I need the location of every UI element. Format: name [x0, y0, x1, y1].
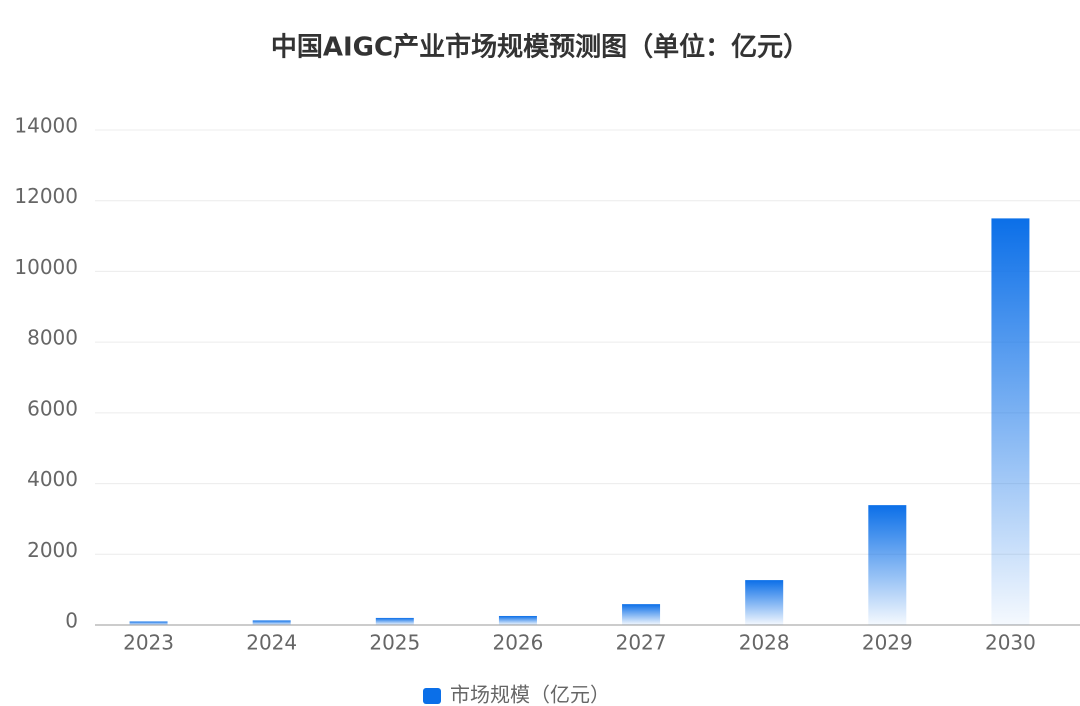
y-tick-label: 10000 [14, 255, 78, 279]
bar [498, 615, 537, 625]
x-tick-label: 2023 [123, 631, 174, 655]
y-tick-label: 6000 [27, 396, 78, 420]
y-tick-label: 4000 [27, 467, 78, 491]
x-tick-label: 2025 [369, 631, 420, 655]
x-tick-label: 2026 [492, 631, 543, 655]
bar [129, 621, 168, 625]
bar [375, 617, 414, 625]
x-tick-label: 2030 [985, 631, 1036, 655]
legend-swatch [423, 688, 441, 704]
y-tick-label: 8000 [27, 326, 78, 350]
bar [991, 218, 1030, 625]
bar [868, 505, 907, 625]
bar [622, 604, 661, 625]
chart-title: 中国AIGC产业市场规模预测图（单位：亿元） [271, 32, 809, 63]
y-tick-label: 14000 [14, 114, 78, 138]
y-tick-label: 12000 [14, 184, 78, 208]
x-tick-label: 2028 [739, 631, 790, 655]
legend-label: 市场规模（亿元） [450, 683, 610, 706]
y-tick-label: 2000 [27, 538, 78, 562]
x-tick-label: 2029 [862, 631, 913, 655]
x-tick-label: 2024 [246, 631, 297, 655]
x-tick-label: 2027 [616, 631, 667, 655]
bar [252, 620, 291, 625]
y-tick-label: 0 [65, 609, 78, 633]
bar [745, 580, 784, 625]
